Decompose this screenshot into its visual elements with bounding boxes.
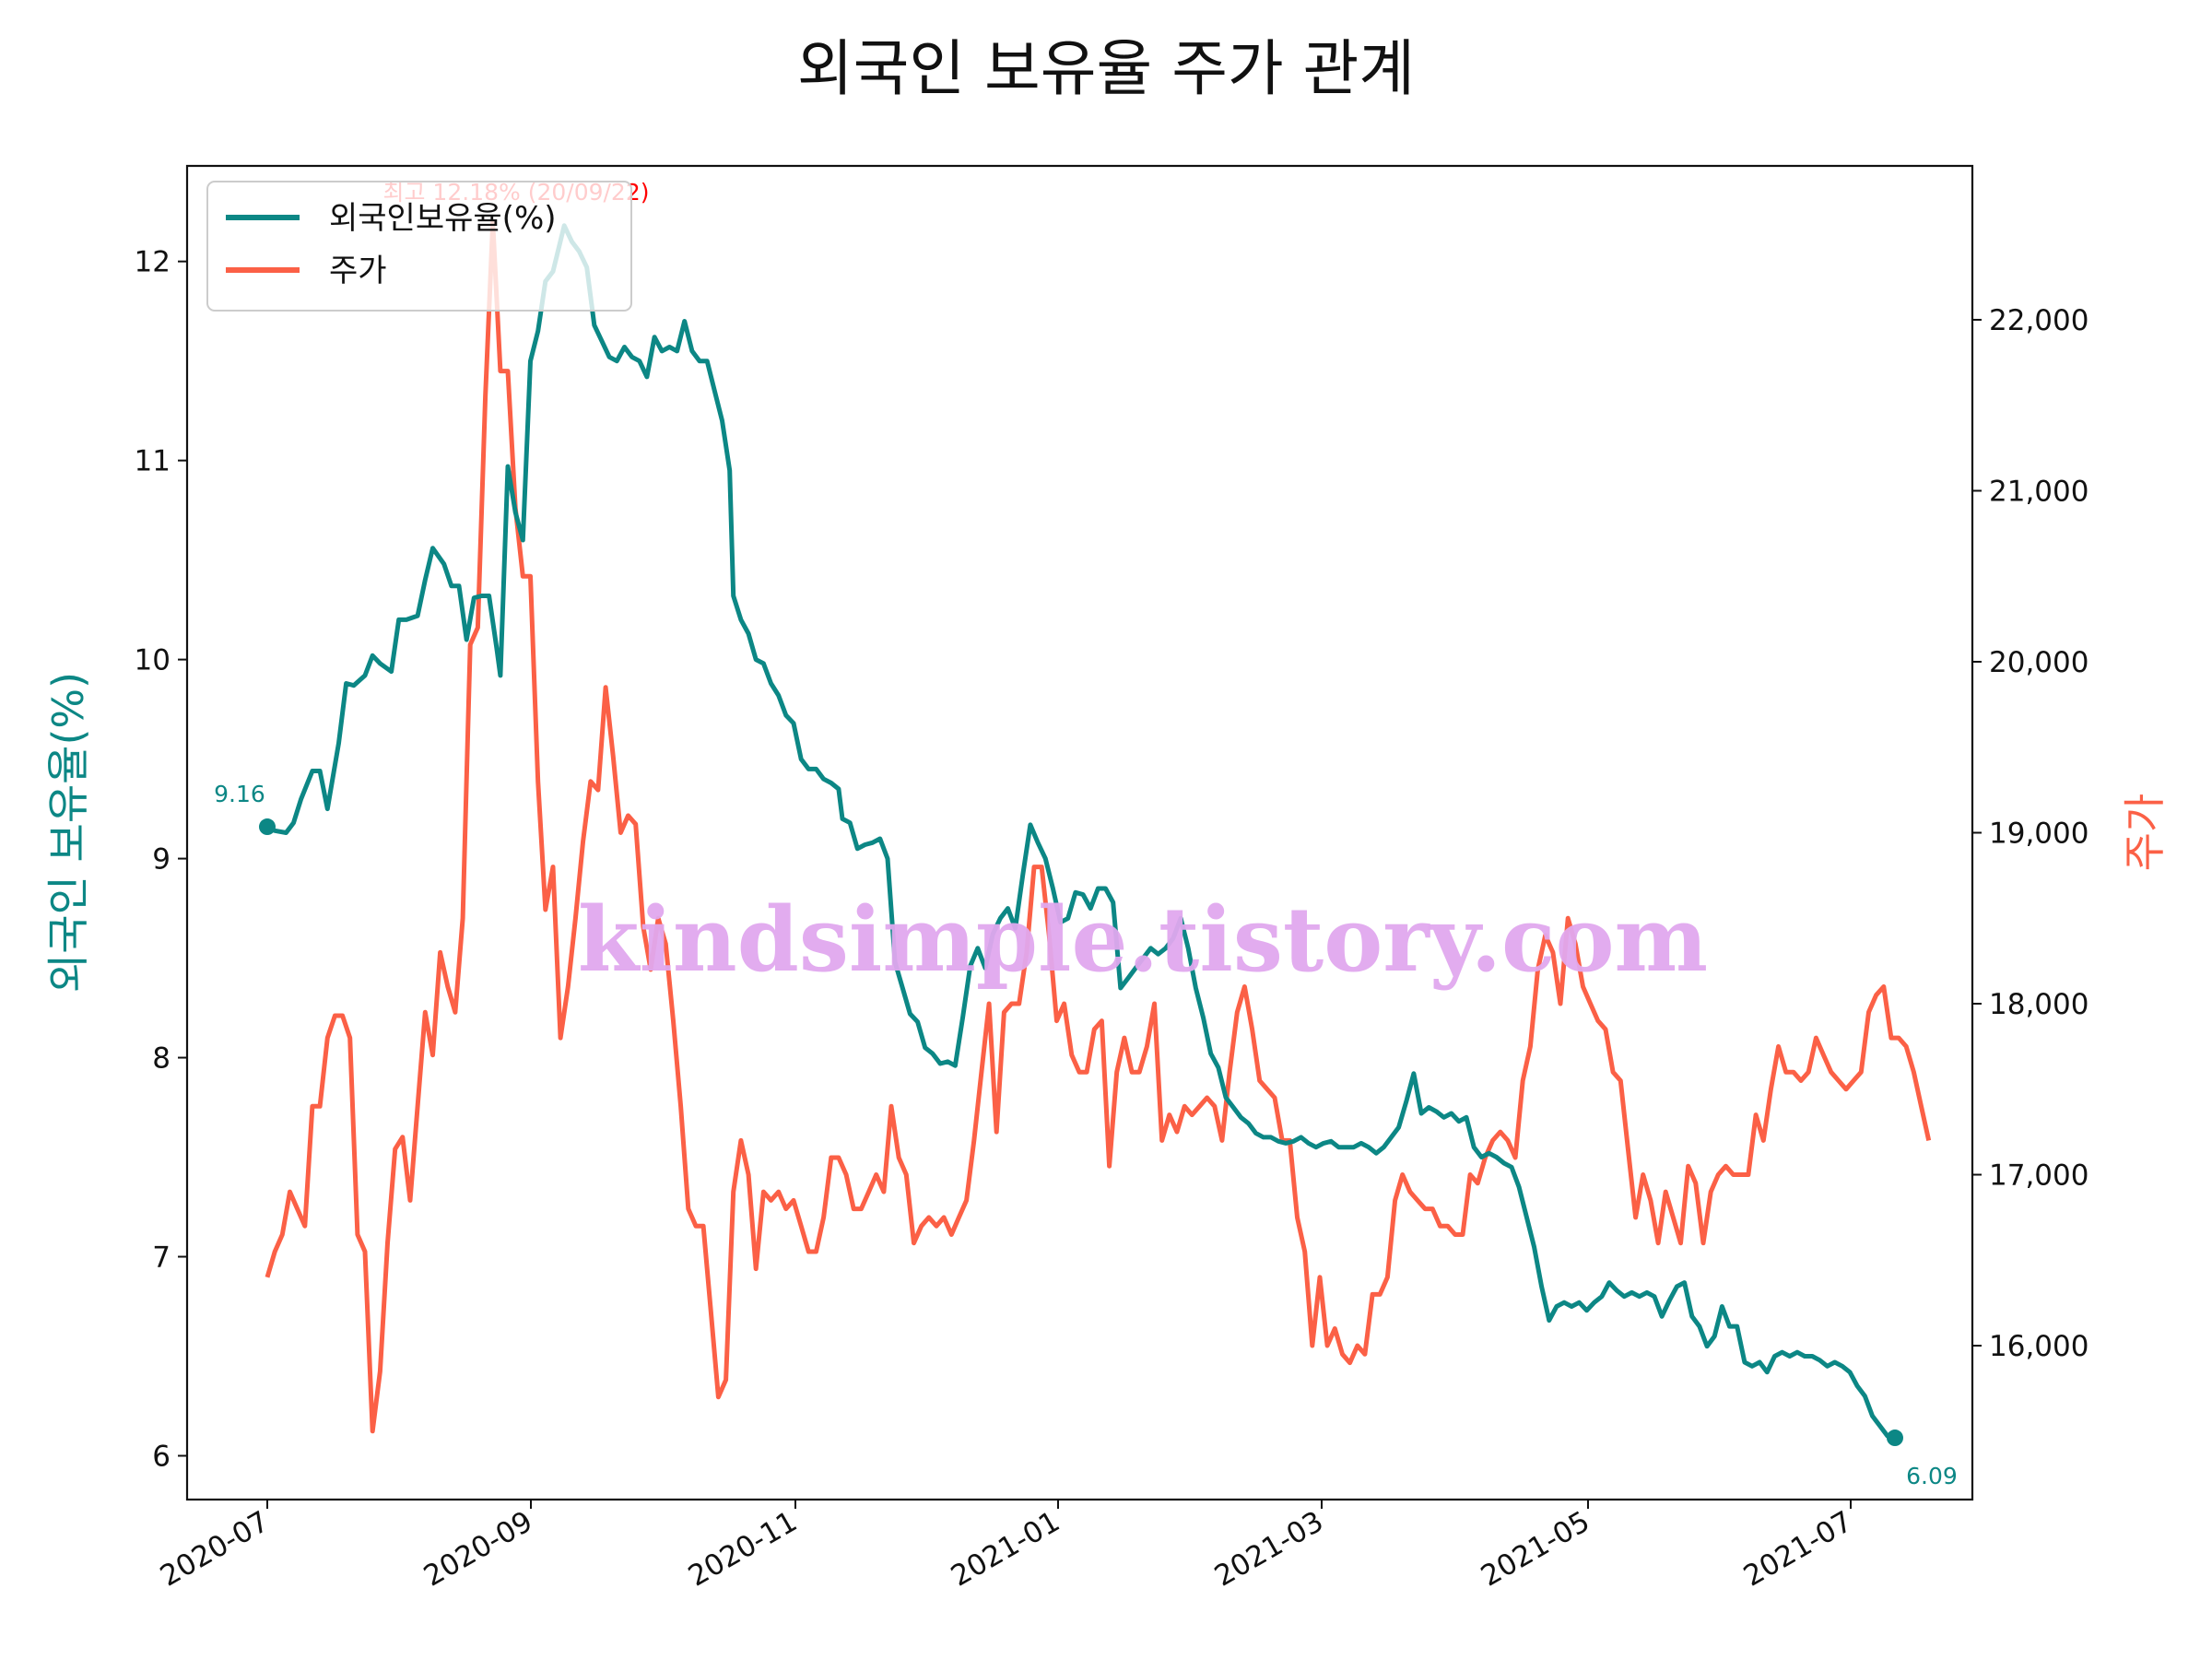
x-tick-label: 2021-05 — [1476, 1505, 1595, 1594]
y-right-tick-label: 19,000 — [1989, 818, 2088, 851]
y-left-tick-label: 9 — [152, 843, 171, 877]
y-right-tick-label: 16,000 — [1989, 1330, 2088, 1363]
y-axis-label-right: 주가 — [2120, 794, 2170, 872]
start-point — [259, 818, 276, 836]
legend-label-price: 주가 — [329, 253, 387, 289]
x-tick-label: 2020-09 — [418, 1505, 538, 1594]
y-right-tick-label: 17,000 — [1989, 1159, 2088, 1193]
start-value-label: 9.16 — [214, 781, 265, 807]
y-right-tick-label: 21,000 — [1989, 475, 2088, 508]
end-point — [1887, 1430, 1903, 1447]
x-tick-label: 2021-01 — [946, 1505, 1065, 1594]
y-left-tick-label: 6 — [152, 1440, 171, 1473]
x-tick-label: 2021-07 — [1738, 1505, 1858, 1594]
legend-box — [206, 181, 632, 312]
watermark-text: kindsimple.tistory.com — [578, 888, 1708, 992]
chart-title: 외국인 보유율 주가 관계 — [797, 33, 1415, 104]
x-tick-label: 2020-07 — [155, 1505, 275, 1594]
chart-marks: 9.166.09최고 12.18% (20/09/22)678910111216… — [135, 179, 2089, 1594]
y-left-tick-label: 10 — [135, 644, 171, 677]
plot-frame — [185, 164, 1974, 1501]
y-right-tick-label: 20,000 — [1989, 646, 2088, 679]
y-axis-label-left: 외국인 보유율(%) — [43, 672, 93, 993]
y-left-tick-label: 7 — [152, 1241, 171, 1275]
x-tick-label: 2020-11 — [683, 1505, 803, 1594]
series-line-price — [265, 219, 1932, 1434]
y-right-tick-label: 22,000 — [1989, 304, 2088, 337]
y-right-tick-label: 18,000 — [1989, 988, 2088, 1021]
y-left-tick-label: 11 — [135, 445, 171, 478]
legend: 외국인보유율(%) 주가 — [206, 181, 632, 312]
y-left-tick-label: 8 — [152, 1042, 171, 1076]
x-tick-label: 2021-03 — [1209, 1505, 1329, 1594]
end-value-label: 6.09 — [1906, 1463, 1958, 1489]
legend-label-foreign: 외국인보유율(%) — [329, 200, 557, 237]
y-left-tick-label: 12 — [135, 246, 171, 279]
